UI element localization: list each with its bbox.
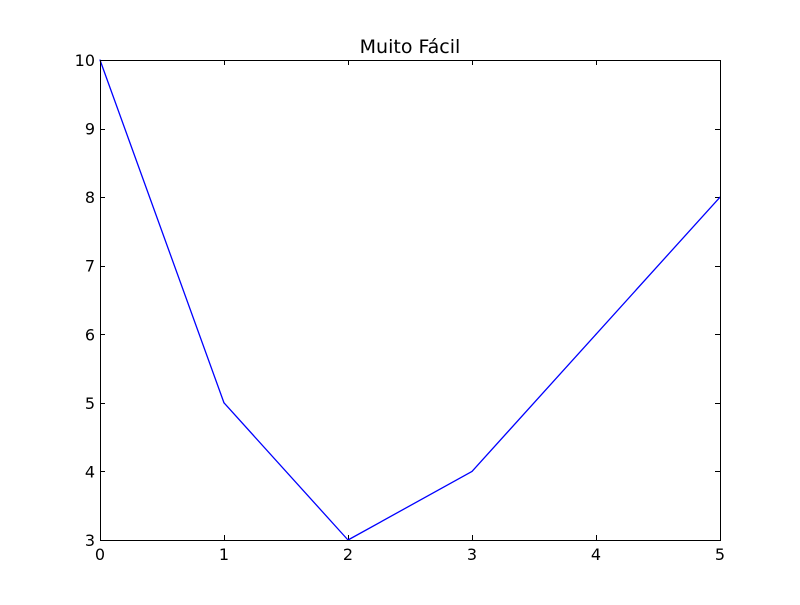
y-tick-label: 5 (85, 394, 95, 413)
y-tick-label: 8 (85, 188, 95, 207)
y-tick-label: 6 (85, 325, 95, 344)
y-tick-label: 10 (75, 51, 95, 70)
series-layer (99, 59, 721, 541)
data-point (223, 402, 225, 404)
y-tick-label: 9 (85, 120, 95, 139)
x-tick-label: 2 (343, 545, 353, 564)
x-tick-label: 4 (591, 545, 601, 564)
y-tick-label: 7 (85, 257, 95, 276)
x-tick-label: 5 (715, 545, 725, 564)
chart-title: Muito Fácil (360, 36, 461, 58)
x-tick-label: 1 (219, 545, 229, 564)
x-tick-label: 0 (95, 545, 105, 564)
axis-tick-labels: 0 1 2 3 4 5 3 4 5 6 7 8 9 10 (75, 51, 725, 564)
plot-area-frame (100, 60, 721, 541)
data-point (471, 470, 473, 473)
y-tick-label: 3 (85, 531, 95, 550)
x-tick-label: 3 (467, 545, 477, 564)
data-point (595, 333, 597, 335)
y-tick-label: 4 (85, 462, 95, 481)
series-line (99, 59, 721, 541)
